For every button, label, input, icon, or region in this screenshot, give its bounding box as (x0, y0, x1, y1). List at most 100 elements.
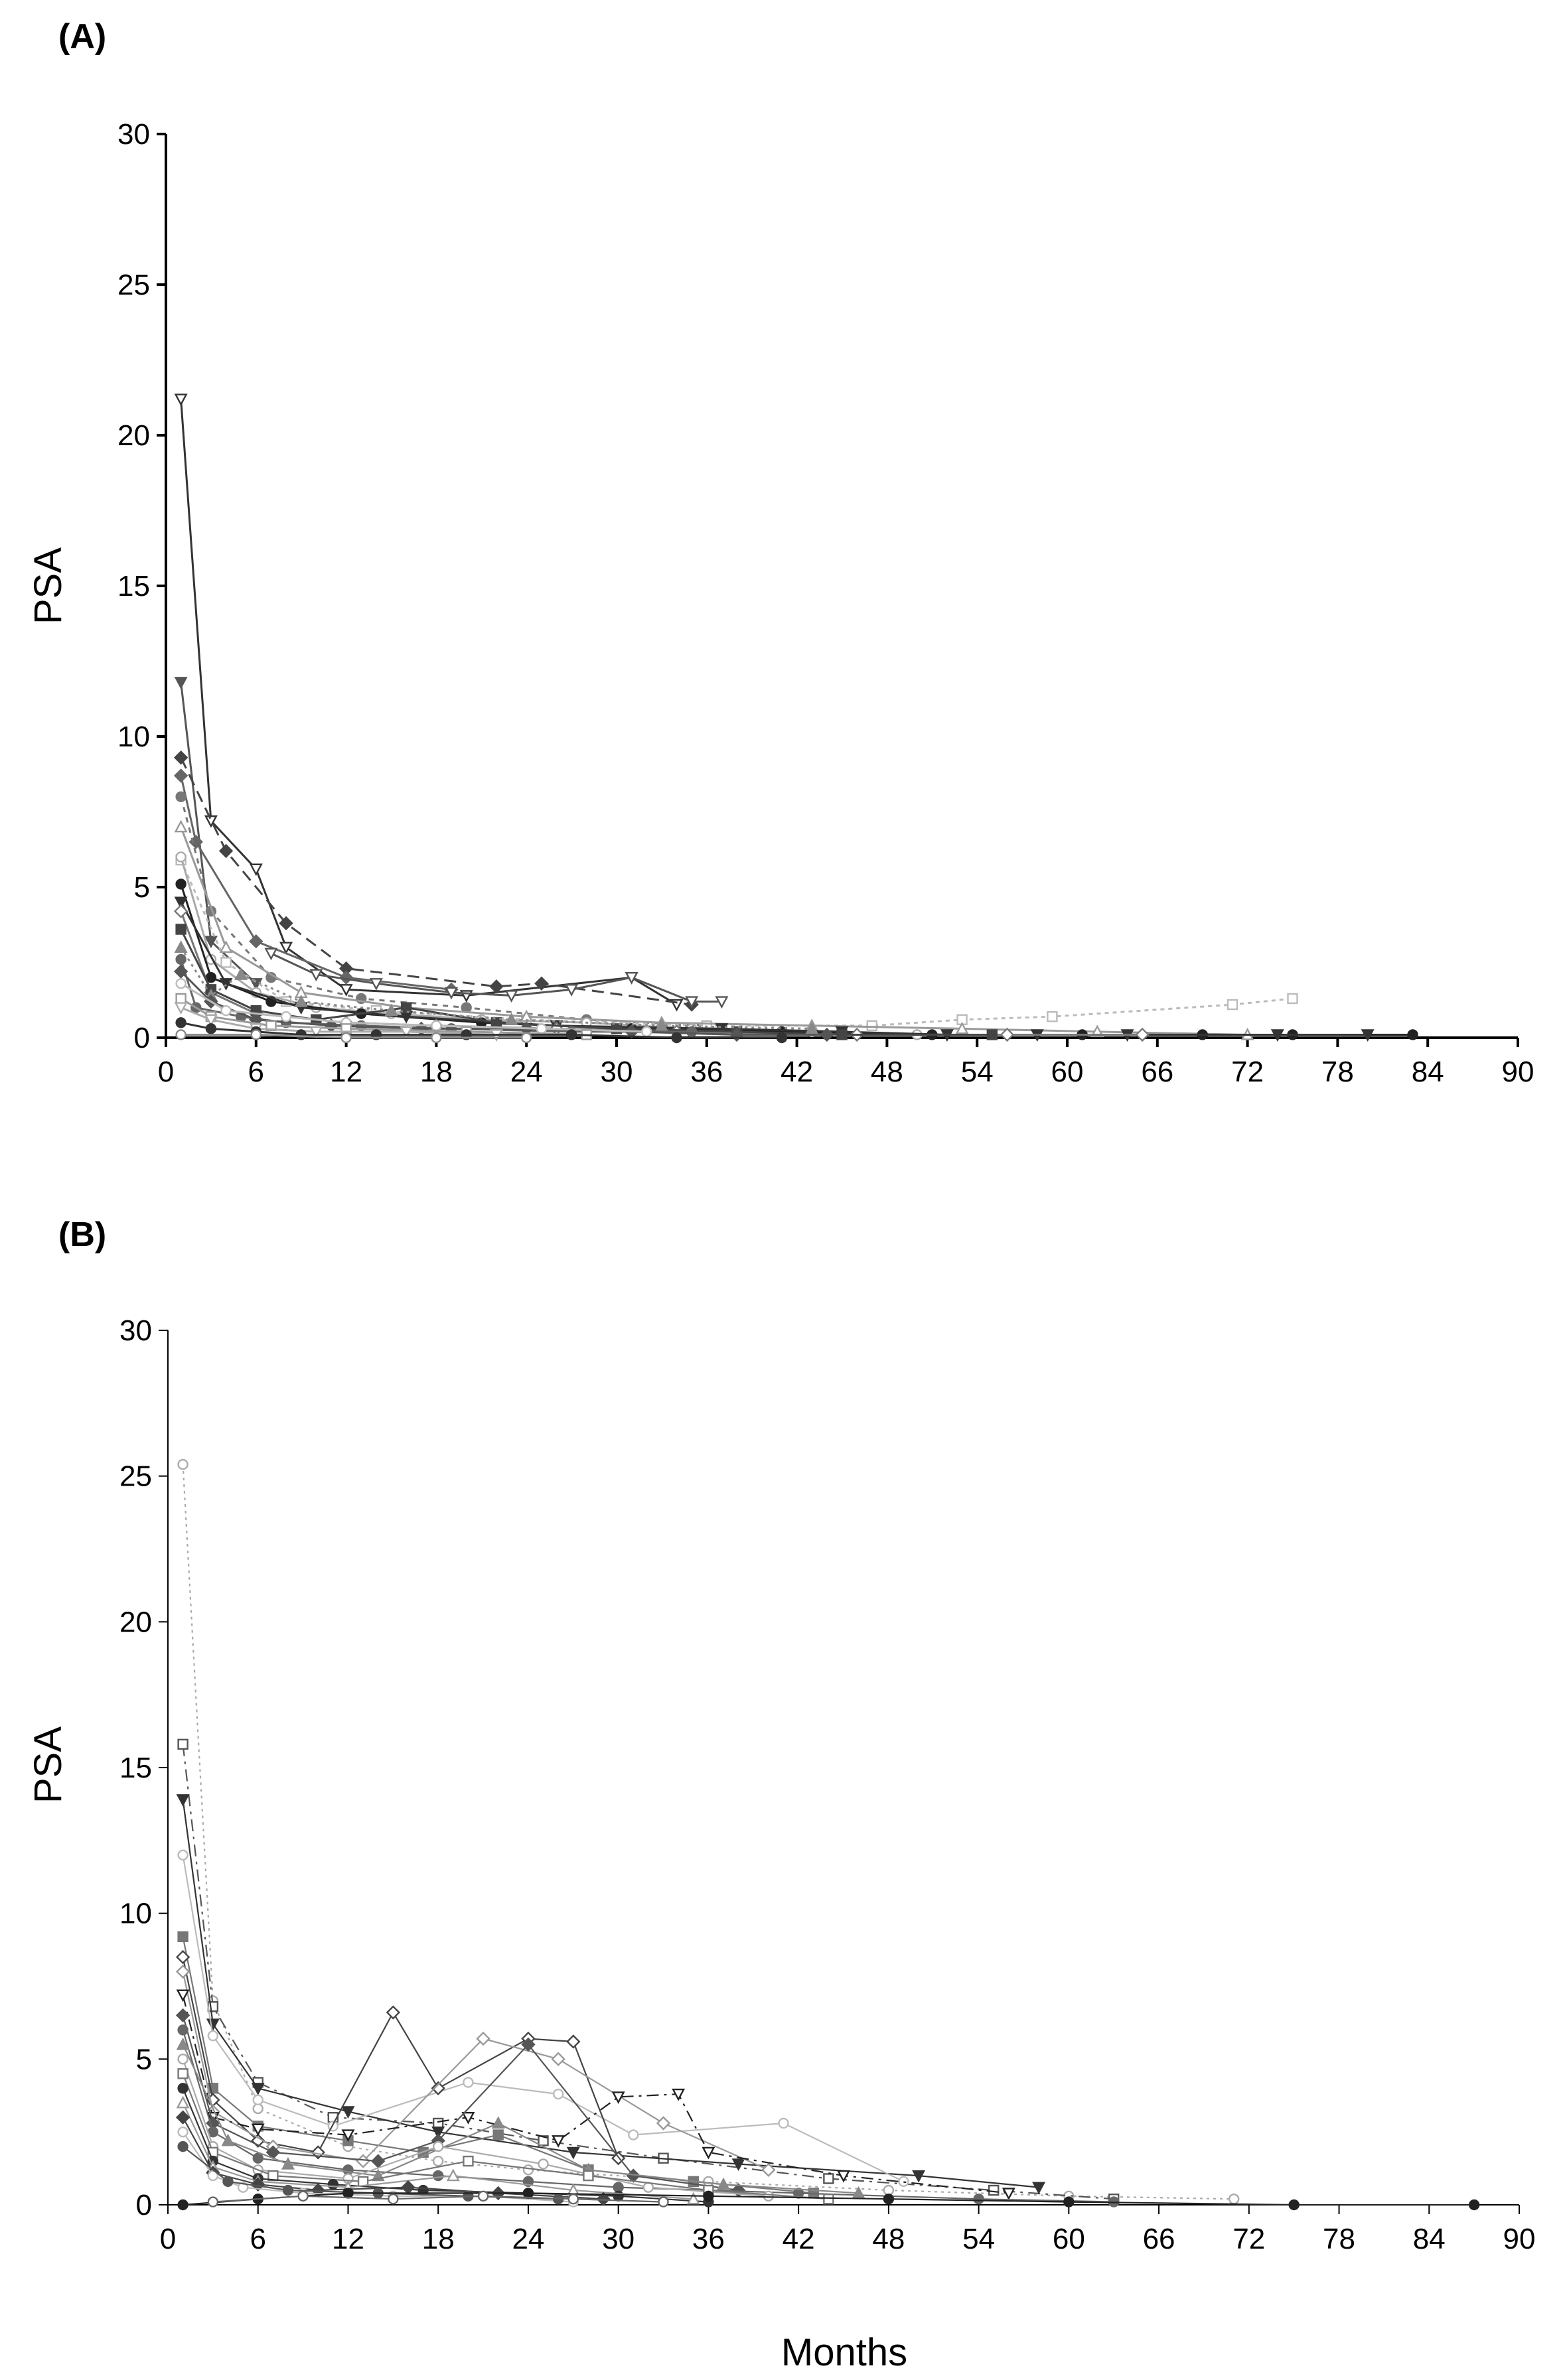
panel-a-series-line (180, 928, 992, 1036)
panel-a-data-point (249, 934, 263, 949)
panel-a-data-point (369, 978, 383, 991)
panel-b-data-point (583, 2170, 594, 2182)
panel-b-data-point (566, 2146, 580, 2160)
panel-b-data-point (342, 2164, 354, 2176)
panel-a-data-point (1270, 1029, 1284, 1042)
panel-a-data-point (175, 1017, 187, 1028)
panel-a-series-line (180, 399, 678, 1006)
panel-b-data-point (883, 2194, 895, 2205)
panel-b-data-point (207, 2030, 219, 2042)
panel-b-x-tick-label: 0 (160, 2223, 176, 2255)
panel-a-data-point (250, 1029, 261, 1040)
panel-a-data-point (521, 1032, 532, 1044)
panel-b-data-point (613, 2182, 624, 2193)
panel-b-data-point (731, 2158, 745, 2172)
panel-a-x-tick-label: 54 (961, 1056, 994, 1088)
panel-b-series-line (182, 2073, 829, 2200)
panel-a-data-point (489, 979, 504, 994)
panel-a-data-point (955, 1021, 969, 1034)
panel-b-data-point (823, 2173, 834, 2184)
panel-a-data-point (173, 964, 188, 979)
panel-b-data-point (672, 2088, 686, 2101)
panel-b-data-point (476, 2031, 490, 2046)
panel-a-x-tick-label: 66 (1141, 1056, 1173, 1088)
panel-a-data-point (1407, 1029, 1418, 1040)
panel-a-data-point (175, 953, 187, 965)
panel-a-data-point (866, 1020, 877, 1032)
panel-a-x-tick-label: 24 (510, 1056, 543, 1088)
panel-a-data-point (219, 978, 233, 991)
panel-a-data-point (805, 1021, 819, 1034)
panel-b-y-tick-label: 0 (136, 2189, 152, 2221)
panel-b-data-point (282, 2184, 294, 2196)
panel-a-data-point (174, 677, 188, 689)
panel-a-data-point (205, 1023, 217, 1034)
panel-a-data-point (986, 1029, 998, 1040)
panel-a-x-tick-label: 78 (1321, 1056, 1354, 1088)
panel-a-data-point (504, 1013, 518, 1025)
panel-b-data-point (1063, 2196, 1075, 2207)
panel-a: (A) 0 5 10 15 20 25 30 0 6 12 18 24 30 36 42 48 54 60 66 7… (27, 17, 1534, 1088)
panel-a-data-point (384, 1003, 398, 1016)
panel-b-data-point (522, 2164, 534, 2176)
panel-a-data-point (820, 1027, 834, 1042)
panel-b-x-tick-label: 18 (422, 2223, 455, 2255)
panel-b-series-20 (207, 2190, 669, 2207)
panel-b-label: (B) (58, 1216, 106, 1254)
panel-a-data-point (175, 924, 187, 935)
panel-a-data-point (671, 1032, 682, 1044)
panel-a-data-point (565, 1029, 577, 1040)
panel-a-data-point (279, 916, 293, 931)
panel-b-data-point (566, 2034, 581, 2049)
panel-a-x-tick-label: 18 (420, 1056, 453, 1088)
panel-a-x-tick-label: 36 (690, 1056, 723, 1088)
panel-b-data-point (656, 2116, 671, 2131)
panel-b-data-point (686, 2192, 700, 2205)
panel-a-data-point (279, 942, 293, 955)
panel-b-data-point (177, 2054, 188, 2065)
panel-b-x-tick-label: 42 (783, 2223, 815, 2255)
panel-a-series-line (180, 859, 1293, 1027)
panel-b-data-point (491, 2116, 505, 2129)
panel-b-x-tick-label: 78 (1323, 2223, 1355, 2255)
panel-a-series-line (180, 901, 1368, 1036)
panel-a-data-point (339, 984, 353, 997)
panel-b-data-point (177, 2199, 188, 2211)
panel-a-x-tick-label: 60 (1051, 1056, 1084, 1088)
panel-b-y-tick-label: 30 (119, 1314, 152, 1347)
panel-b-data-point (1228, 2194, 1240, 2205)
panel-a-data-point (431, 1032, 442, 1044)
panel-b-series-3 (176, 1794, 1046, 2195)
panel-b-data-point (567, 2194, 579, 2205)
panel-a-data-point (1135, 1027, 1150, 1042)
panel-b-data-point (177, 1931, 188, 1943)
panel-b-data-point (596, 2192, 611, 2206)
panel-a-series-21 (175, 1029, 532, 1044)
panel-a-series-6 (264, 947, 729, 1009)
panel-a-data-point (174, 896, 188, 910)
panel-a-x-tick-label: 0 (158, 1056, 174, 1088)
panel-a-series (173, 393, 1418, 1044)
panel-a-x-tick-label: 90 (1502, 1056, 1534, 1088)
panel-b-data-point (177, 1849, 188, 1861)
panel-a-data-point (205, 971, 217, 983)
panel-b-data-point (388, 2194, 399, 2205)
panel-b-data-point (1288, 2199, 1300, 2211)
panel-b-series-line (182, 1971, 769, 2171)
panel-a-data-point (295, 1029, 307, 1040)
panel-a-x-tick-label: 72 (1231, 1056, 1264, 1088)
panel-b-y-axis-title: PSA (27, 1726, 70, 1803)
panel-b-data-point (433, 2117, 444, 2129)
panel-b-data-point (761, 2162, 776, 2177)
panel-a-x-tick-label: 42 (781, 1056, 813, 1088)
panel-b-series-line (182, 2058, 769, 2197)
panel-a-data-point (249, 863, 263, 876)
panel-b-data-point (611, 2091, 625, 2104)
panel-a-data-point (280, 1011, 292, 1022)
panel-b-data-point (252, 2103, 263, 2115)
panel-b-data-point (763, 2190, 775, 2202)
panel-b-data-point (703, 2190, 714, 2202)
panel-b-data-point (176, 2037, 190, 2050)
panel-b-y-tick-label: 10 (119, 1898, 152, 1930)
